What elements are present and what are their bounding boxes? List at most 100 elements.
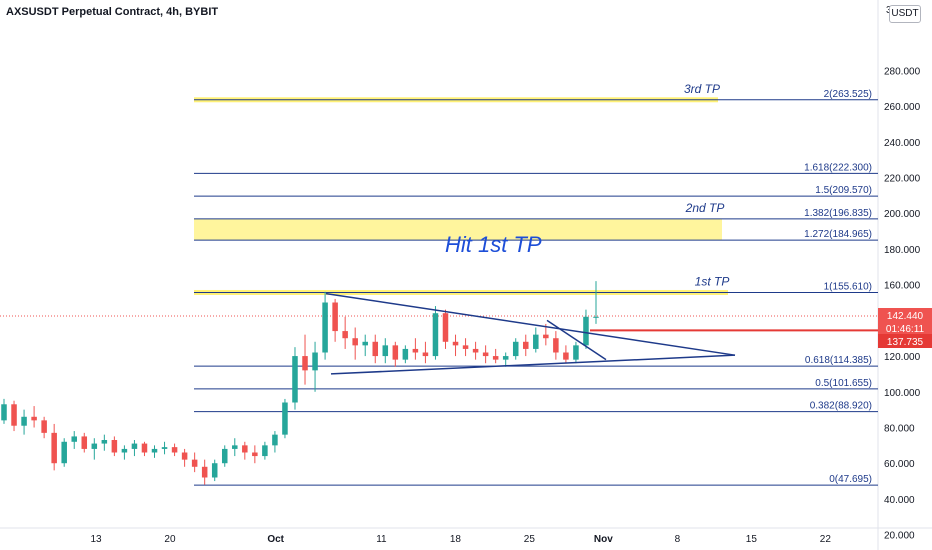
- fib-label: 0.382(88.920): [810, 401, 872, 412]
- candle-body: [352, 338, 358, 346]
- x-tick-label: 20: [164, 534, 176, 545]
- candle-body: [262, 445, 268, 457]
- fib-label: 1.272(184.965): [804, 229, 872, 240]
- candle-body: [242, 445, 248, 453]
- candle-body: [71, 436, 77, 442]
- candle-body: [191, 459, 198, 467]
- x-tick-label: 8: [675, 534, 681, 545]
- candle-body: [121, 448, 128, 453]
- candle-body: [402, 348, 409, 360]
- countdown-tag: 01:46:11: [886, 324, 925, 335]
- y-tick-label: 40.000: [884, 495, 915, 506]
- x-tick-label: 11: [376, 534, 387, 545]
- fib-label: 1.382(196.835): [804, 208, 872, 219]
- candle-body: [462, 345, 469, 349]
- candle-body: [523, 341, 529, 349]
- currency-badge[interactable]: USDT: [889, 5, 921, 23]
- candle-body: [482, 352, 489, 357]
- candle-body: [131, 443, 138, 449]
- top-price-tick: 3: [886, 5, 892, 16]
- candle-body: [232, 445, 238, 449]
- candle-body: [372, 341, 379, 357]
- candle-body: [382, 345, 389, 357]
- candle-body: [392, 345, 399, 360]
- tp-label: 1st TP: [695, 274, 730, 288]
- candle-body: [31, 416, 37, 421]
- candle-body: [563, 352, 569, 360]
- candle-body: [533, 334, 539, 349]
- breakout-trendline: [546, 319, 607, 361]
- y-tick-label: 180.000: [884, 245, 921, 256]
- candle-body: [11, 404, 17, 426]
- candle-body: [252, 452, 258, 457]
- candle-body: [422, 352, 429, 357]
- candle-body: [583, 316, 589, 346]
- candle-body: [211, 463, 218, 478]
- x-tick-label: Nov: [594, 534, 613, 545]
- y-tick-label: 120.000: [884, 352, 921, 363]
- candle-body: [452, 341, 459, 346]
- y-tick-label: 80.000: [884, 424, 915, 435]
- candle-body: [141, 443, 148, 453]
- y-tick-label: 160.000: [884, 281, 921, 292]
- y-tick-label: 240.000: [884, 138, 921, 149]
- x-tick-label: 15: [746, 534, 758, 545]
- fib-label: 0.5(101.655): [815, 378, 872, 389]
- fib-label: 1(155.610): [824, 281, 872, 292]
- candle-body: [322, 302, 328, 353]
- candle-body: [292, 356, 298, 403]
- candle-body: [51, 432, 57, 464]
- tp-label: 2nd TP: [685, 201, 725, 215]
- lower-trendline: [330, 354, 736, 375]
- candle-body: [302, 356, 308, 371]
- x-tick-label: 22: [820, 534, 832, 545]
- candle-body: [1, 404, 7, 421]
- x-tick-label: 25: [524, 534, 536, 545]
- candle-body: [21, 416, 27, 426]
- candle-body: [272, 434, 278, 446]
- countdown-tag-bg: [878, 322, 932, 335]
- candle-body: [41, 420, 47, 433]
- x-tick-label: 18: [450, 534, 462, 545]
- candle-body: [553, 338, 559, 353]
- y-tick-label: 260.000: [884, 102, 921, 113]
- candle-body: [492, 356, 499, 360]
- y-tick-label: 60.000: [884, 459, 915, 470]
- candle-body: [61, 441, 67, 464]
- candle-body: [472, 348, 479, 353]
- x-tick-label: Oct: [267, 534, 284, 545]
- candle-body: [151, 448, 158, 453]
- candle-body: [332, 302, 338, 332]
- y-tick-label: 280.000: [884, 66, 921, 77]
- candle-body: [573, 345, 579, 360]
- chart-title: AXSUSDT Perpetual Contract, 4h, BYBIT: [6, 6, 219, 18]
- x-tick-label: 13: [90, 534, 102, 545]
- level-price-tag-bg: [878, 334, 932, 349]
- fib-label: 2(263.525): [824, 89, 872, 100]
- current-price-tag: 142.440: [887, 311, 924, 322]
- candle-body: [543, 334, 549, 339]
- candle-body: [282, 402, 288, 435]
- candle-body: [432, 313, 439, 357]
- candle-body: [502, 356, 509, 360]
- candle-body: [181, 452, 188, 460]
- candle-body: [161, 447, 168, 449]
- current-price-tag-bg: [878, 308, 932, 323]
- candle-body: [442, 313, 449, 342]
- fib-label: 0.618(114.385): [805, 355, 872, 366]
- candle-body: [593, 316, 599, 318]
- candle-body: [111, 439, 118, 453]
- candle-body: [171, 447, 178, 453]
- candle-body: [221, 448, 228, 464]
- level-price-tag: 137.735: [887, 337, 924, 348]
- candle-body: [342, 331, 348, 339]
- upper-trendline: [325, 292, 736, 356]
- candle-body: [312, 352, 318, 371]
- candle-body: [91, 443, 98, 449]
- hit-annotation: Hit 1st TP: [445, 232, 542, 257]
- tp-label: 3rd TP: [684, 82, 720, 96]
- candle-body: [362, 341, 368, 346]
- fib-label: 1.618(222.300): [804, 162, 872, 173]
- candle-body: [81, 436, 88, 449]
